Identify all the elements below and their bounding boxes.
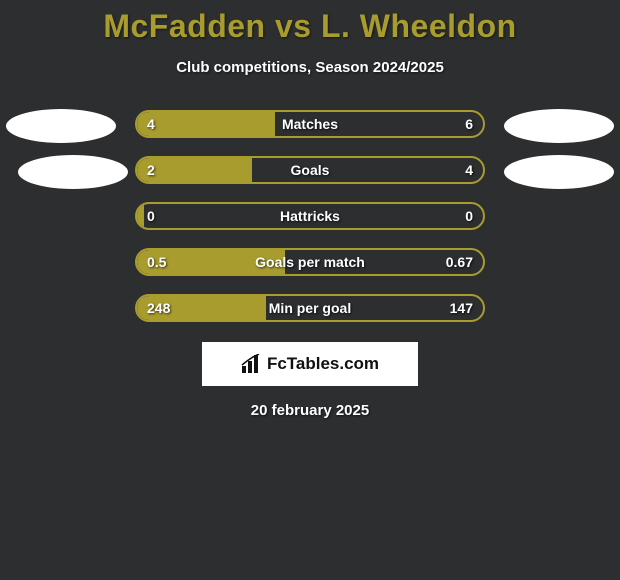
stat-bar: 00Hattricks [135, 202, 485, 230]
stat-bar: 248147Min per goal [135, 294, 485, 322]
player-right-ellipse [504, 155, 614, 189]
branding-text: FcTables.com [267, 354, 379, 374]
footer-date: 20 february 2025 [0, 402, 620, 419]
player-left-ellipse [6, 109, 116, 143]
subtitle: Club competitions, Season 2024/2025 [0, 59, 620, 76]
player-right-ellipse [504, 109, 614, 143]
bar-chart-icon [241, 354, 263, 374]
branding-box: FcTables.com [202, 342, 418, 386]
stat-row: 248147Min per goal [0, 288, 620, 334]
stat-bar: 24Goals [135, 156, 485, 184]
stat-row: 46Matches [0, 104, 620, 150]
stat-bar: 46Matches [135, 110, 485, 138]
stat-row: 00Hattricks [0, 196, 620, 242]
stat-bar: 0.50.67Goals per match [135, 248, 485, 276]
stat-label: Hattricks [137, 204, 483, 228]
stat-label: Goals per match [137, 250, 483, 274]
stat-label: Min per goal [137, 296, 483, 320]
comparison-stage: 46Matches 24Goals 00Hattricks 0.50.67Goals … [0, 104, 620, 334]
stat-row: 0.50.67Goals per match [0, 242, 620, 288]
stat-row: 24Goals [0, 150, 620, 196]
player-left-ellipse [18, 155, 128, 189]
page-title: McFadden vs L. Wheeldon [0, 0, 620, 45]
stat-label: Matches [137, 112, 483, 136]
stat-label: Goals [137, 158, 483, 182]
